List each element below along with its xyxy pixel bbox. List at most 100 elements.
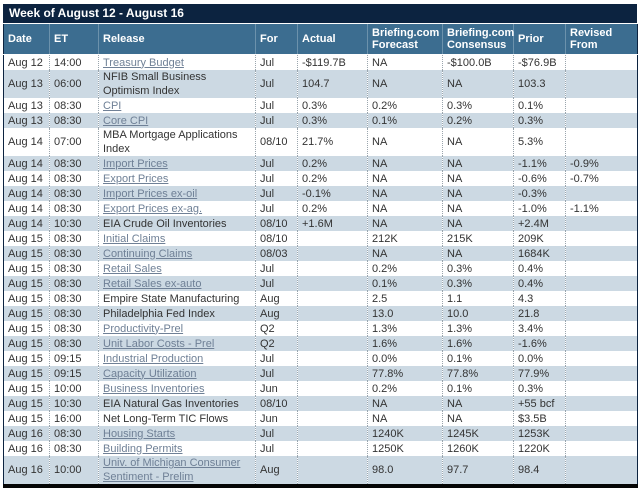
cell-revised xyxy=(565,306,638,321)
release-link[interactable]: Univ. of Michigan Consumer Sentiment - P… xyxy=(103,457,241,483)
cell-forecast: NA xyxy=(367,171,443,186)
cell-release: Productivity-Prel xyxy=(98,321,256,336)
cell-forecast: 1250K xyxy=(367,441,443,456)
release-label: EIA Natural Gas Inventories xyxy=(103,397,239,410)
cell-consensus: 0.1% xyxy=(442,351,514,366)
cell-for: Jul xyxy=(255,261,298,276)
table-row: Aug 15 08:30 Continuing Claims 08/03 NA NA 168… xyxy=(3,246,638,261)
cell-date: Aug 13 xyxy=(8,114,43,127)
table-row: Aug 15 08:30 Philadelphia Fed Index Aug 13.0… xyxy=(3,306,638,321)
release-link[interactable]: Continuing Claims xyxy=(103,247,193,260)
release-link[interactable]: Retail Sales xyxy=(103,262,162,275)
release-link[interactable]: Productivity-Prel xyxy=(103,322,184,335)
cell-et: 08:30 xyxy=(49,201,99,216)
table-row: Aug 15 10:00 Business Inventories Jun 0.2% 0.… xyxy=(4,381,638,396)
cell-actual: 0.2% xyxy=(297,171,368,186)
cell-date: Aug 15 xyxy=(8,412,43,425)
release-link[interactable]: Initial Claims xyxy=(103,232,166,245)
cell-release: Philadelphia Fed Index xyxy=(98,306,256,321)
cell-for: Jul xyxy=(255,54,298,70)
cell-date: Aug 15 xyxy=(8,247,43,260)
release-link[interactable]: Business Inventories xyxy=(103,382,205,395)
cell-consensus: NA xyxy=(442,411,514,426)
cell-revised xyxy=(565,70,638,98)
release-link[interactable]: Industrial Production xyxy=(103,352,204,365)
cell-consensus: NA xyxy=(442,128,514,156)
cell-consensus: 0.3% xyxy=(442,261,514,276)
cell-release: Building Permits xyxy=(98,441,256,456)
cell-date: Aug 15 xyxy=(8,262,43,275)
cell-release: Export Prices ex-ag. xyxy=(98,201,256,216)
release-link[interactable]: Export Prices ex-ag. xyxy=(103,202,203,215)
cell-consensus: 10.0 xyxy=(442,306,514,321)
release-label: MBA Mortgage Applications Index xyxy=(103,129,238,155)
cell-revised xyxy=(565,366,638,381)
release-link[interactable]: Capacity Utilization xyxy=(103,367,197,380)
release-link[interactable]: Import Prices ex-oil xyxy=(103,187,198,200)
cell-consensus: 0.1% xyxy=(442,381,514,396)
cell-actual: 104.7 xyxy=(297,70,368,98)
release-link[interactable]: Core CPI xyxy=(103,114,149,127)
cell-release: Unit Labor Costs - Prel xyxy=(98,336,256,351)
release-link[interactable]: Retail Sales ex-auto xyxy=(103,277,202,290)
cell-et: 14:00 xyxy=(49,54,99,70)
table-row: Aug 15 08:30 Retail Sales Jul 0.2% 0.3% 0.4% xyxy=(4,261,638,276)
cell-revised xyxy=(565,98,638,113)
cell-revised xyxy=(565,321,638,336)
cell-forecast: NA xyxy=(367,70,443,98)
table-row: Aug 12 14:00 Treasury Budget Jul -$119.7B NA -… xyxy=(4,54,638,70)
cell-release: Initial Claims xyxy=(98,231,256,246)
table-row: Aug 15 16:00 Net Long-Term TIC Flows Jun NA N… xyxy=(4,411,638,426)
cell-revised: -0.7% xyxy=(565,171,638,186)
cell-actual xyxy=(297,321,368,336)
cell-forecast: 212K xyxy=(367,231,443,246)
cell-et: 08:30 xyxy=(49,156,99,171)
calendar-table-body: Aug 12 14:00 Treasury Budget Jul -$119.7B NA -… xyxy=(3,54,638,486)
cell-for: Jul xyxy=(255,113,298,128)
cell-forecast: NA xyxy=(367,246,443,261)
cell-release: Core CPI xyxy=(98,113,256,128)
release-link[interactable]: CPI xyxy=(103,99,122,112)
cell-actual: 0.3% xyxy=(297,113,368,128)
cell-revised: -0.9% xyxy=(565,156,638,171)
col-header-actual: Actual xyxy=(297,24,368,55)
cell-et: 09:15 xyxy=(49,351,99,366)
cell-forecast: NA xyxy=(367,156,443,171)
release-link[interactable]: Building Permits xyxy=(103,442,183,455)
release-link[interactable]: Export Prices xyxy=(103,172,169,185)
cell-forecast: 0.1% xyxy=(367,113,443,128)
cell-prior: 77.9% xyxy=(513,366,566,381)
table-row: Aug 15 09:15 Capacity Utilization Jul 77.8% 7… xyxy=(3,366,638,381)
release-label: Empire State Manufacturing xyxy=(103,292,240,305)
header-row: Date ET Release For Actual Briefing.com … xyxy=(3,24,638,55)
table-row: Aug 15 09:15 Industrial Production Jul 0.0% 0… xyxy=(4,351,638,366)
release-link[interactable]: Unit Labor Costs - Prel xyxy=(103,337,215,350)
cell-date: Aug 13 xyxy=(8,99,43,112)
cell-revised xyxy=(565,396,638,411)
cell-date: Aug 14 xyxy=(8,136,43,148)
col-header-briefing-consensus: Briefing.com Consensus xyxy=(442,24,514,55)
col-header-briefing-forecast: Briefing.com Forecast xyxy=(367,24,443,55)
cell-et: 16:00 xyxy=(49,411,99,426)
cell-et: 08:30 xyxy=(49,98,99,113)
cell-et: 08:30 xyxy=(49,306,99,321)
release-link[interactable]: Import Prices xyxy=(103,157,168,170)
cell-revised xyxy=(565,54,638,70)
release-label: NFIB Small Business Optimism Index xyxy=(103,71,207,97)
table-row: Aug 14 08:30 Import Prices Jul 0.2% NA NA -1.1%… xyxy=(3,156,638,171)
cell-actual xyxy=(297,261,368,276)
cell-forecast: 0.2% xyxy=(367,381,443,396)
cell-et: 08:30 xyxy=(49,246,99,261)
cell-prior: 209K xyxy=(513,231,566,246)
cell-revised xyxy=(565,261,638,276)
release-link[interactable]: Treasury Budget xyxy=(103,56,184,69)
cell-prior: 0.0% xyxy=(513,351,566,366)
release-link[interactable]: Housing Starts xyxy=(103,427,176,440)
cell-for: Jul xyxy=(255,70,298,98)
economic-calendar: Week of August 12 - August 16 Date ET Re… xyxy=(3,4,638,488)
col-header-revised-from: Revised From xyxy=(565,24,638,55)
cell-date: Aug 14 xyxy=(8,157,43,170)
table-row: Aug 15 08:30 Retail Sales ex-auto Jul 0.1% 0.… xyxy=(3,276,638,291)
cell-actual: 0.3% xyxy=(297,98,368,113)
cell-prior: 0.4% xyxy=(513,276,566,291)
